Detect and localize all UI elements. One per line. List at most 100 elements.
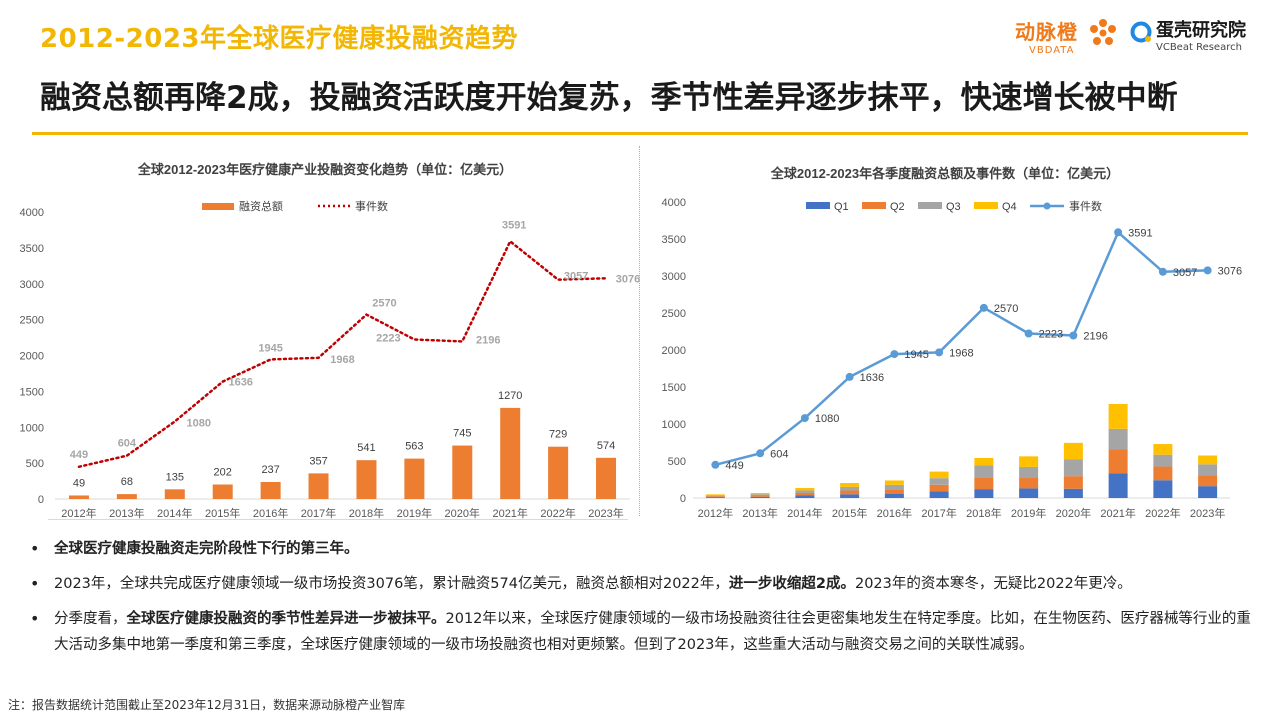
chart1-xtick: 2017年 (301, 506, 336, 520)
chart1-line-label: 2223 (376, 332, 400, 344)
chart1-bar (308, 473, 329, 499)
chart2-line-label: 604 (770, 448, 788, 460)
chart2-bar-q2 (929, 484, 949, 492)
chart2-legend-q: Q3 (946, 201, 961, 213)
chart2-bar-q4 (1108, 404, 1128, 429)
chart1-bar-label: 574 (597, 440, 615, 452)
chart-bottom-rule (48, 519, 628, 520)
chart1-bar (68, 495, 89, 499)
chart2-bar-q2 (1198, 475, 1218, 487)
chart1-xtick: 2018年 (349, 506, 384, 520)
chart2-bar-q2 (1063, 476, 1083, 489)
bullet-text: 2023年，全球共完成医疗健康领域一级市场投资3076笔，累计融资574亿美元，… (54, 576, 729, 592)
chart2-bar-q1 (884, 493, 904, 498)
chart1-bar-label: 1270 (498, 390, 522, 402)
page-title: 2012-2023年全球医疗健康投融资趋势 (40, 24, 519, 54)
vbdata-logo: 动脉橙 VBDATA (1015, 16, 1078, 56)
chart1-line-label: 2570 (372, 298, 396, 310)
chart1-events-line (77, 239, 608, 469)
chart2-bar-q1 (750, 496, 770, 498)
chart2-line-label: 2223 (1039, 328, 1063, 340)
chart1-line-label: 3591 (502, 219, 526, 231)
chart2-ytick: 2500 (662, 308, 686, 320)
chart1-ytick: 2000 (20, 351, 44, 363)
vcbeat-logo: 蛋壳研究院 VCBeat Research (1130, 16, 1246, 53)
chart1-legend-line: 事件数 (355, 200, 388, 213)
chart2-bar-q3 (884, 484, 904, 490)
chart2-line-point (711, 460, 720, 469)
chart1-ytick: 0 (38, 494, 44, 506)
chart2-bar-q1 (705, 497, 725, 498)
chart1-bar-label: 729 (549, 429, 567, 441)
chart2-legend-q-swatch (806, 202, 830, 209)
chart-divider (639, 146, 640, 516)
chart2-bar-q1 (1019, 488, 1039, 498)
chart1-bar (500, 407, 521, 499)
chart1-line-label: 604 (118, 438, 137, 450)
chart2-legend-q-swatch (974, 202, 998, 209)
chart2-line-label: 1080 (815, 413, 839, 425)
chart2-legend-line: 事件数 (1069, 200, 1102, 213)
chart2-line-label: 3057 (1173, 267, 1197, 279)
vbdata-logo-cn: 动脉橙 (1015, 20, 1078, 44)
chart1-bar (596, 457, 617, 499)
chart2-line-point (1203, 266, 1212, 275)
chart2-ytick: 500 (668, 456, 686, 468)
chart2-bar-q4 (750, 492, 770, 495)
chart2-ytick: 4000 (662, 197, 686, 209)
chart2-line-point (756, 449, 765, 458)
chart2-xtick: 2020年 (1056, 506, 1091, 520)
bullet-bold-text: 全球医疗健康投融资的季节性差异进一步被抹平。 (126, 611, 446, 627)
chart1-bar-label: 357 (309, 455, 327, 467)
chart1-line-label: 2196 (476, 334, 500, 346)
chart1-xtick: 2021年 (492, 506, 527, 520)
chart2-bar-q2 (705, 496, 725, 498)
chart1-legend-bar: 融资总额 (239, 199, 283, 213)
chart2-bar-q1 (840, 494, 860, 498)
chart1-xtick: 2013年 (109, 506, 144, 520)
chart1-xtick: 2019年 (397, 506, 432, 520)
chart1-title: 全球2012-2023年医疗健康产业投融资变化趋势（单位：亿美元） (137, 162, 512, 177)
chart1-line-label: 3057 (564, 271, 588, 283)
chart2-line-point (845, 372, 854, 381)
footnote: 注：报告数据统计范围截止至2023年12月31日，数据来源动脉橙产业智库 (8, 698, 406, 712)
chart2-bar-q4 (1019, 456, 1039, 467)
vcbeat-logo-en: VCBeat Research (1156, 42, 1242, 53)
chart2-line-point (800, 414, 809, 423)
chart2-bar-q4 (795, 488, 815, 491)
chart2-title: 全球2012-2023年各季度融资总额及事件数（单位：亿美元） (770, 166, 1119, 181)
chart2-bar-q1 (1198, 486, 1218, 498)
chart2-ytick: 0 (680, 493, 686, 505)
chart2-bar-q4 (1198, 455, 1218, 465)
chart2-bar-q2 (795, 492, 815, 496)
chart2-bar-q3 (974, 465, 994, 478)
chart2-legend-q-swatch (862, 202, 886, 209)
chart2-xtick: 2014年 (787, 506, 822, 520)
chart2-bar-q3 (705, 495, 725, 497)
bullet-bold-text: 全球医疗健康投融资走完阶段性下行的第三年。 (54, 541, 359, 557)
chart2-xtick: 2016年 (877, 506, 912, 520)
chart1-xtick: 2020年 (445, 506, 480, 520)
chart1-bar-label: 202 (214, 467, 232, 479)
chart1-bar-label: 541 (357, 442, 375, 454)
vbdata-logo-en: VBDATA (1029, 45, 1075, 56)
chart2-xtick: 2015年 (832, 506, 867, 520)
chart2-legend-q: Q2 (890, 201, 905, 213)
chart2-bar-q4 (929, 471, 949, 479)
chart2-legend-q-swatch (918, 202, 942, 209)
chart1-legend-bar-swatch (202, 203, 234, 210)
chart2-bar-q2 (1153, 466, 1173, 481)
bullet-item: 2023年，全球共完成医疗健康领域一级市场投资3076笔，累计融资574亿美元，… (28, 571, 1258, 597)
chart2-bar-q2 (840, 490, 860, 495)
bullet-text: 2012年以来，全球医疗健康领域的一级市场投融资往往会更密集地发生在特定季度。比… (54, 611, 1251, 653)
chart2-xtick: 2019年 (1011, 506, 1046, 520)
headline: 融资总额再降2成，投融资活跃度开始复苏，季节性差异逐步抹平，快速增长被中断 (40, 80, 1178, 116)
chart2-bar-q3 (1153, 454, 1173, 467)
chart2-bar-q3 (929, 478, 949, 485)
chart2-bar-q4 (1153, 444, 1173, 455)
chart2-bar-q1 (974, 489, 994, 498)
chart1-bar (164, 489, 185, 499)
chart1-xtick: 2022年 (540, 506, 575, 520)
chart2-bar-q1 (1153, 480, 1173, 498)
chart2-line-label: 2570 (994, 303, 1018, 315)
